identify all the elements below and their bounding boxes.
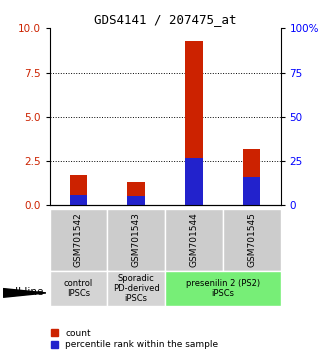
Text: presenilin 2 (PS2)
iPSCs: presenilin 2 (PS2) iPSCs: [186, 279, 260, 298]
Bar: [185, 158, 203, 205]
Text: GSM701543: GSM701543: [132, 212, 141, 267]
Legend: count, percentile rank within the sample: count, percentile rank within the sample: [51, 329, 218, 349]
Bar: [185, 41, 203, 205]
Text: Sporadic
PD-derived
iPSCs: Sporadic PD-derived iPSCs: [113, 274, 159, 303]
Bar: [127, 196, 145, 205]
Text: cell line: cell line: [3, 287, 44, 297]
Title: GDS4141 / 207475_at: GDS4141 / 207475_at: [94, 13, 236, 26]
Polygon shape: [3, 289, 46, 297]
Text: control
IPSCs: control IPSCs: [64, 279, 93, 298]
Text: GSM701542: GSM701542: [74, 212, 83, 267]
Text: GSM701545: GSM701545: [247, 212, 256, 267]
Bar: [243, 177, 260, 205]
Bar: [70, 175, 87, 205]
Bar: [127, 182, 145, 205]
Text: GSM701544: GSM701544: [189, 212, 198, 267]
Bar: [70, 195, 87, 205]
Bar: [243, 149, 260, 205]
